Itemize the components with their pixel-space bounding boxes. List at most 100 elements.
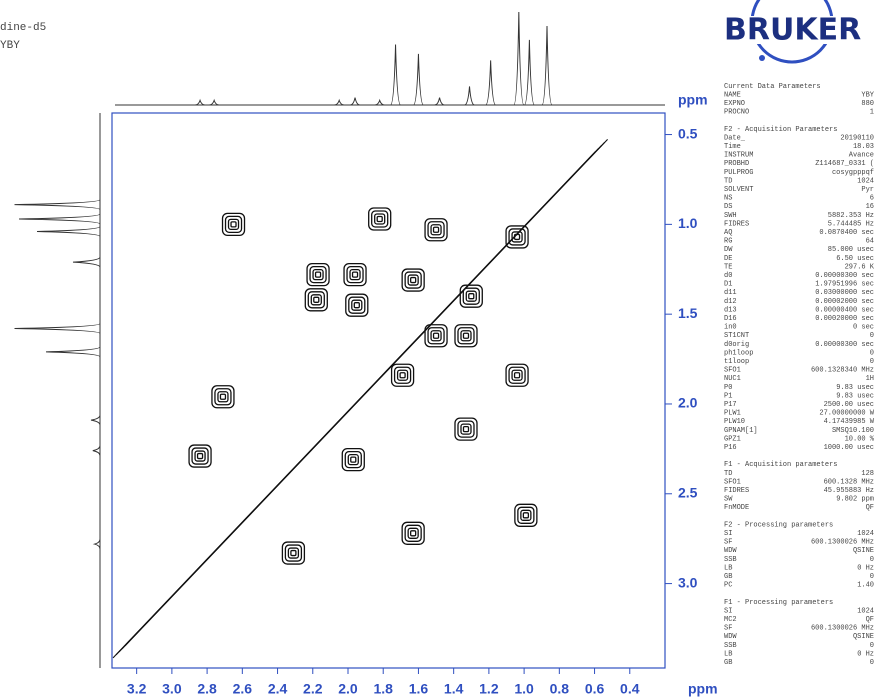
param-value: 6.50 usec: [836, 255, 874, 263]
y-tick-label: 2.0: [678, 395, 698, 411]
projection-peak: [390, 44, 402, 106]
x-tick-label: 1.4: [444, 681, 464, 697]
cross-peak: [454, 417, 478, 441]
projection-peak: [72, 256, 101, 268]
param-name: TD: [724, 470, 732, 478]
projection-peak: [90, 415, 101, 426]
param-value: 9.83 usec: [836, 392, 874, 400]
param-name: d0: [724, 272, 732, 280]
contour: [432, 332, 440, 339]
cross-peak: [281, 541, 306, 565]
param-name: NS: [724, 195, 732, 203]
param-name: TE: [724, 263, 732, 271]
param-name: SSB: [724, 642, 737, 650]
param-value: 9.802 ppm: [836, 496, 874, 504]
param-value: 9.83 usec: [836, 384, 874, 392]
param-value: 1024: [857, 177, 874, 185]
param-value: 1: [870, 109, 874, 117]
logo: BRUKER: [722, 0, 876, 64]
contour: [224, 215, 243, 234]
param-name: Time: [724, 143, 741, 151]
param-value: 600.1300026 MHz: [811, 539, 874, 547]
contour: [432, 226, 440, 233]
param-section-title: F2 - Acquisition Parameters: [724, 126, 837, 134]
contour: [347, 454, 359, 466]
param-name: SSB: [724, 556, 737, 564]
contour: [505, 363, 529, 387]
param-value: 128: [861, 470, 874, 478]
param-value: 2500.00 usec: [824, 401, 874, 409]
contour: [196, 452, 204, 460]
projection-peak: [412, 53, 424, 106]
contour: [314, 271, 322, 278]
param-name: NUC1: [724, 375, 741, 383]
contour: [399, 372, 406, 379]
contour: [457, 327, 475, 345]
contour: [211, 385, 235, 409]
param-value: 0.00000300 sec: [815, 341, 874, 349]
contour: [513, 372, 521, 379]
param-section-title: F2 - Processing parameters: [724, 521, 833, 529]
param-value: 0: [870, 556, 874, 564]
projection-peak: [374, 98, 385, 106]
param-name: PROBHD: [724, 160, 749, 168]
contour: [522, 512, 530, 519]
param-value: 0 sec: [853, 324, 874, 332]
contour: [404, 524, 422, 542]
contour: [281, 541, 306, 565]
x-axis-label: ppm: [688, 681, 718, 697]
param-value: QF: [866, 616, 874, 624]
contour: [307, 291, 325, 309]
projection-peak: [334, 98, 345, 106]
param-value: 5.744485 Hz: [828, 220, 874, 228]
param-name: PROCNO: [724, 109, 749, 117]
param-name: t1loop: [724, 358, 749, 366]
param-value: 0: [870, 332, 874, 340]
param-value: Z114687_0331 (: [815, 160, 874, 168]
contour: [390, 363, 415, 387]
param-value: 600.1328340 MHz: [811, 367, 874, 375]
param-value: 1024: [857, 607, 874, 615]
cross-peak: [341, 448, 365, 472]
param-name: D16: [724, 315, 737, 323]
contour: [348, 296, 366, 314]
contour: [424, 218, 448, 242]
cross-peak: [459, 284, 483, 308]
param-name: in0: [724, 324, 737, 332]
param-name: d12: [724, 298, 737, 306]
projection-peak: [349, 97, 361, 106]
contour: [459, 284, 483, 308]
projection-peak: [45, 346, 101, 358]
contour: [344, 451, 362, 469]
contour: [427, 221, 445, 239]
param-value: 10.00 %: [845, 435, 875, 443]
contour: [410, 530, 417, 537]
param-name: GB: [724, 573, 732, 581]
cross-peak: [390, 363, 415, 387]
param-name: SW: [724, 496, 733, 504]
param-name: FIDRES: [724, 487, 749, 495]
param-name: GPNAM[1]: [724, 427, 758, 435]
param-name: d13: [724, 306, 737, 314]
projection-peak: [36, 226, 101, 238]
contour: [345, 293, 369, 317]
param-name: SI: [724, 530, 732, 538]
contour: [511, 231, 523, 243]
param-value: 1.97951996 sec: [815, 281, 874, 289]
param-value: SMSQ10.100: [832, 427, 874, 435]
contour: [410, 276, 417, 284]
param-name: LB: [724, 564, 732, 572]
param-name: ph1loop: [724, 349, 753, 357]
contour: [376, 215, 383, 223]
param-value: 4.17439985 W: [824, 418, 875, 426]
param-name: d11: [724, 289, 737, 297]
param-value: QSINE: [853, 547, 874, 555]
param-value: 0.00000300 sec: [815, 272, 874, 280]
contour: [219, 393, 227, 400]
contour: [401, 521, 425, 545]
cross-peak: [304, 288, 328, 312]
contour: [351, 271, 359, 278]
cross-peak: [368, 207, 392, 231]
param-value: QSINE: [853, 633, 874, 641]
